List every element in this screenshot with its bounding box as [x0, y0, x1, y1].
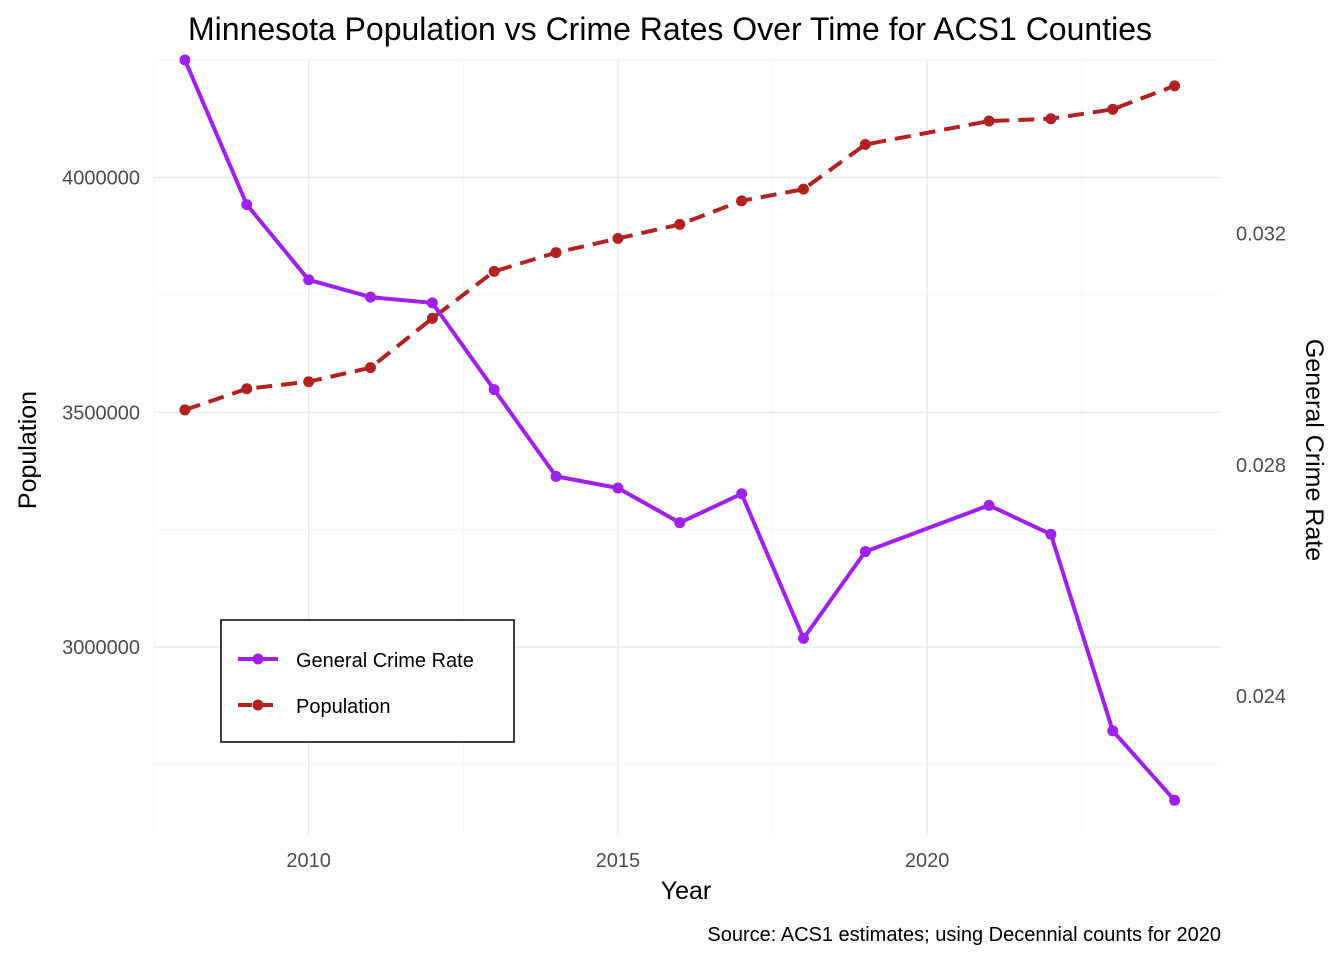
y-right-axis-title: General Crime Rate — [1300, 339, 1328, 561]
data-point-crime-rate — [303, 274, 315, 286]
data-point-crime-rate — [674, 517, 686, 529]
series-line-crime-rate — [183, 59, 1177, 802]
y-right-tick-label: 0.028 — [1236, 455, 1286, 477]
data-point-population — [241, 383, 253, 395]
data-point-crime-rate — [1107, 725, 1119, 737]
data-point-population — [488, 265, 500, 277]
data-point-population — [426, 312, 438, 324]
data-point-population — [612, 232, 624, 244]
y-tick-label: 3000000 — [62, 637, 140, 659]
data-point-crime-rate — [612, 482, 624, 494]
data-point-crime-rate — [1045, 528, 1057, 540]
series-crime-rate — [179, 54, 1181, 806]
y-axis-title: Population — [14, 391, 42, 509]
data-point-crime-rate — [241, 199, 253, 211]
data-point-population — [674, 218, 686, 230]
series-population — [179, 80, 1181, 416]
series-line-population — [184, 83, 1176, 412]
data-point-crime-rate — [859, 546, 871, 558]
x-axis-title: Year — [661, 877, 712, 905]
series-layer — [179, 54, 1181, 806]
x-tick-label: 2020 — [905, 850, 950, 872]
data-point-population — [550, 247, 562, 259]
legend-label-crime: General Crime Rate — [296, 650, 474, 672]
y-right-tick-label: 0.024 — [1236, 686, 1286, 708]
data-point-population — [364, 362, 376, 374]
y-right-tick-label: 0.032 — [1236, 224, 1286, 246]
legend: General Crime Rate Population — [220, 619, 515, 743]
x-tick-label: 2015 — [596, 850, 641, 872]
y-tick-label: 3500000 — [62, 402, 140, 424]
caption: Source: ACS1 estimates; using Decennial … — [707, 924, 1221, 946]
data-point-population — [736, 195, 748, 207]
data-point-population — [1107, 103, 1119, 115]
data-point-population — [859, 139, 871, 151]
data-point-crime-rate — [550, 470, 562, 482]
data-point-population — [179, 404, 191, 416]
data-point-crime-rate — [736, 488, 748, 500]
y-tick-label: 4000000 — [62, 167, 140, 189]
data-point-population — [797, 183, 809, 195]
data-point-population — [1169, 80, 1181, 92]
data-point-population — [1045, 113, 1057, 125]
data-point-population — [983, 115, 995, 127]
data-point-crime-rate — [797, 632, 809, 644]
x-tick-label: 2010 — [286, 850, 331, 872]
legend-label-population: Population — [296, 696, 391, 718]
data-point-crime-rate — [1169, 794, 1181, 806]
legend-key-population — [238, 699, 278, 711]
legend-key-crime — [238, 653, 278, 665]
chart-title: Minnesota Population vs Crime Rates Over… — [188, 11, 1152, 47]
data-point-population — [303, 376, 315, 388]
data-point-crime-rate — [488, 384, 500, 396]
data-point-crime-rate — [364, 291, 376, 303]
data-point-crime-rate — [983, 499, 995, 511]
data-point-crime-rate — [426, 297, 438, 309]
data-point-crime-rate — [179, 54, 191, 66]
legend-box — [220, 619, 515, 743]
tick-labels: 2010 2015 2020 3000000 3500000 4000000 0.024 0.… — [62, 167, 1286, 872]
